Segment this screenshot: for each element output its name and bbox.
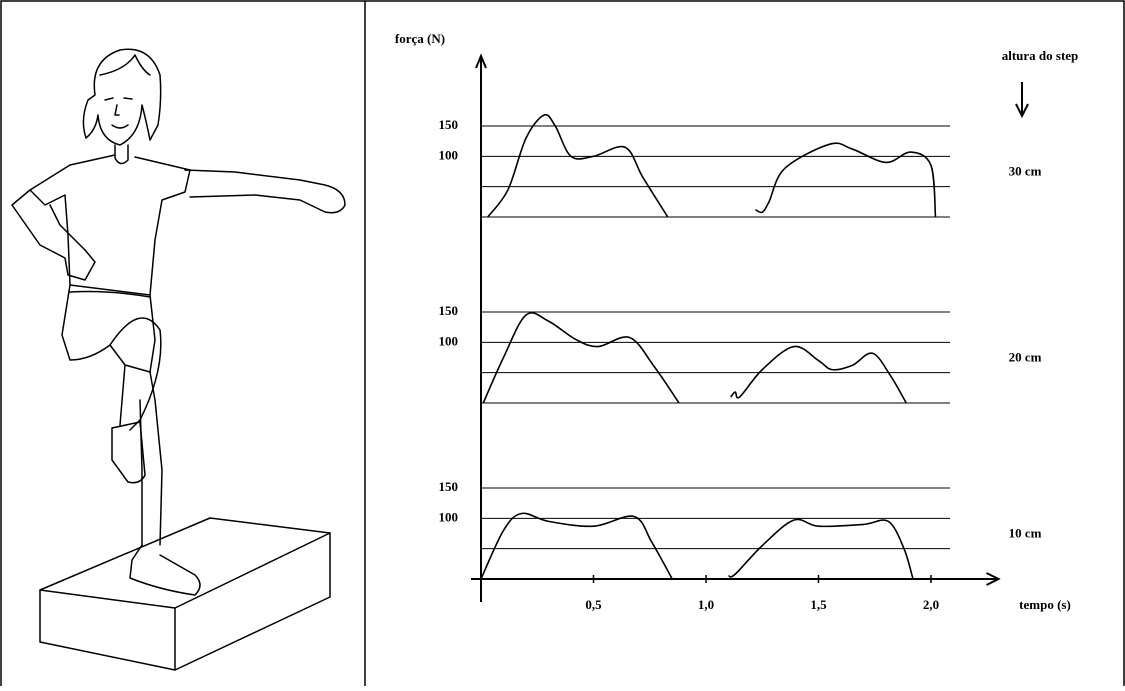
force-curve (480, 512, 914, 580)
annotation: altura do step (1002, 48, 1079, 63)
y-tick-label: 150 (439, 303, 459, 318)
annotation-arrowhead (1015, 103, 1029, 119)
y-tick-label: 100 (439, 509, 459, 524)
y-axis-arrow (475, 53, 487, 69)
y-axis-label: força (N) (395, 31, 445, 46)
force-curve (487, 113, 937, 218)
x-axis-label: tempo (s) (1019, 597, 1071, 612)
y-tick-label: 150 (439, 117, 459, 132)
x-tick-label: 2,0 (923, 597, 939, 612)
x-tick-label: 1,0 (698, 597, 714, 612)
force-curve (482, 312, 907, 404)
panel-label: 20 cm (1009, 349, 1042, 364)
x-axis-arrow (986, 572, 1001, 586)
step-illustration (11, 48, 346, 671)
x-tick-label: 1,5 (810, 597, 827, 612)
panel-label: 10 cm (1009, 525, 1042, 540)
x-tick-label: 0,5 (585, 597, 602, 612)
panel-label: 30 cm (1009, 163, 1042, 178)
y-tick-label: 150 (439, 479, 459, 494)
y-tick-label: 100 (439, 333, 459, 348)
y-tick-label: 100 (439, 147, 459, 162)
